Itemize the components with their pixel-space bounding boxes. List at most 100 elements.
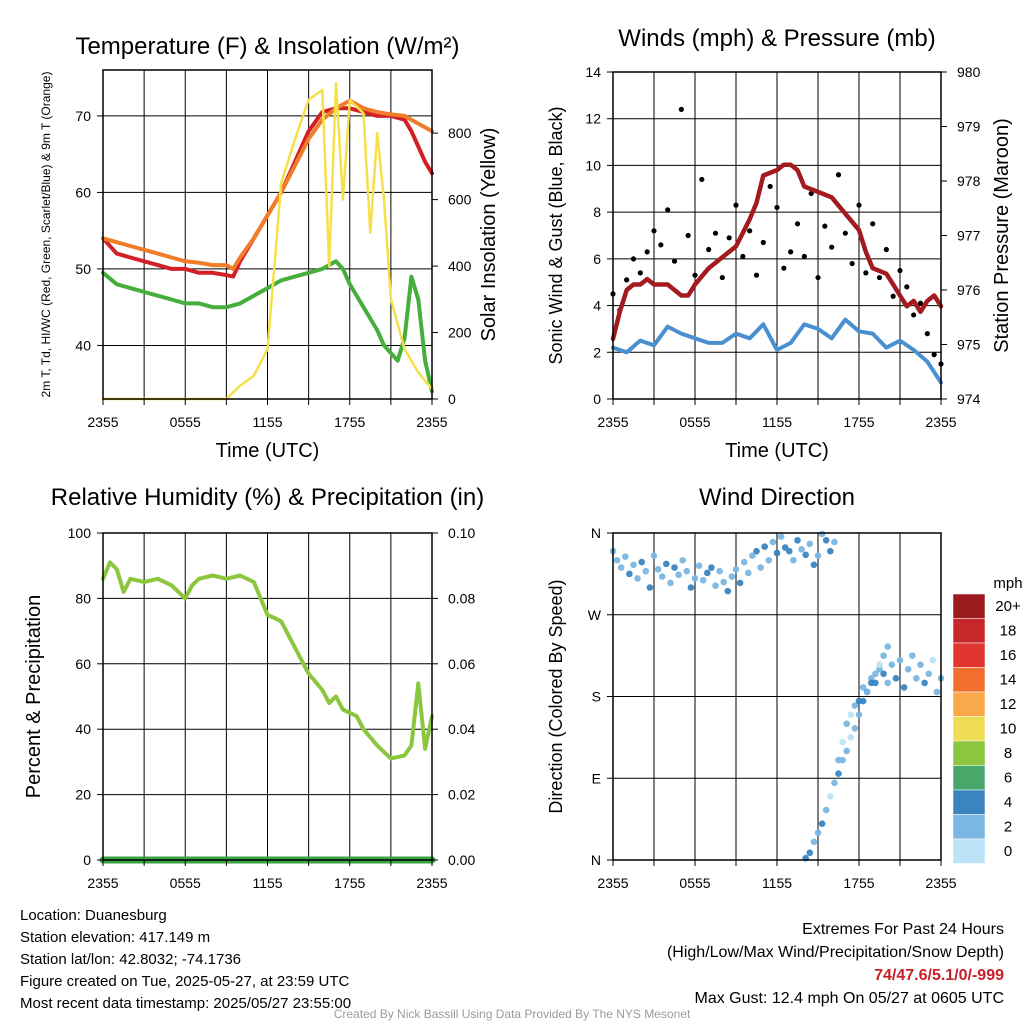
direction-point xyxy=(646,584,654,591)
rh-ticks xyxy=(97,532,438,866)
gust-point xyxy=(699,176,705,183)
gust-point xyxy=(849,260,855,267)
temp-ytick-label: 70 xyxy=(75,108,91,124)
created-text: Figure created on Tue, 2025-05-27, at 23… xyxy=(20,973,350,990)
temp-ytick-label: 50 xyxy=(75,261,91,277)
wind-xtick-label: 2355 xyxy=(597,414,628,430)
gust-point xyxy=(726,235,732,241)
rh-y2tick-label: 0.00 xyxy=(448,852,475,868)
wind-y2tick-label: 980 xyxy=(957,64,981,80)
legend-swatch xyxy=(952,618,986,644)
credit-text: Created By Nick Bassill Using Data Provi… xyxy=(333,1007,691,1021)
direction-point xyxy=(876,665,883,673)
wind-title: Winds (mph) & Pressure (mb) xyxy=(618,25,935,52)
wind-ytick-label: 10 xyxy=(585,157,601,173)
legend-swatch xyxy=(952,814,986,840)
temp-xlabel: Time (UTC) xyxy=(216,440,320,462)
direction-point xyxy=(613,556,621,564)
dir-title: Wind Direction xyxy=(699,484,855,511)
wind-ytick-label: 8 xyxy=(593,204,601,220)
dir-xtick-label: 1155 xyxy=(762,875,792,891)
direction-point xyxy=(679,556,686,564)
dir-ytick-label: N xyxy=(591,852,601,868)
gust-point xyxy=(692,272,698,278)
temp-ytick-label: 60 xyxy=(75,184,91,200)
temp-temp9m-line xyxy=(101,98,434,271)
direction-point xyxy=(925,670,932,678)
wind-y2tick-label: 978 xyxy=(957,173,981,189)
gust-point xyxy=(876,274,883,281)
rh-xtick-label: 2355 xyxy=(87,875,118,891)
gust-point xyxy=(822,223,828,229)
dir-ticks xyxy=(607,532,942,866)
direction-point xyxy=(888,661,896,669)
dir-ylabel: Direction (Colored By Speed) xyxy=(546,579,566,813)
wind-grid xyxy=(613,71,941,400)
wind-y2label: Station Pressure (Maroon) xyxy=(991,118,1013,353)
rh-y2tick-label: 0.08 xyxy=(448,590,475,606)
gust-point xyxy=(760,239,766,246)
wind-ytick-label: 6 xyxy=(593,251,601,267)
gust-point xyxy=(801,253,807,260)
direction-point xyxy=(855,711,863,718)
gust-point xyxy=(630,256,637,262)
dir-points xyxy=(609,530,945,862)
location-text: Location: Duanesburg xyxy=(20,907,167,924)
gust-point xyxy=(644,249,650,255)
direction-point xyxy=(822,536,830,544)
speed-legend: mph 20+ 18 16 14 12 10 8 6 4 2 0 xyxy=(952,575,1023,864)
direction-point xyxy=(884,679,891,687)
rh-xtick-label: 2355 xyxy=(416,875,447,891)
dir-xtick-label: 0555 xyxy=(679,875,710,891)
direction-point xyxy=(839,738,846,746)
temp-ytick-label: 40 xyxy=(75,337,91,353)
gust-point xyxy=(637,270,643,276)
gust-point xyxy=(842,230,848,236)
direction-point xyxy=(933,688,941,696)
elevation-text: Station elevation: 417.149 m xyxy=(20,929,211,946)
gust-point xyxy=(911,312,917,318)
direction-point xyxy=(863,688,871,696)
wind-xtick-label: 1755 xyxy=(843,414,874,430)
legend-label: 2 xyxy=(1004,819,1012,836)
direction-point xyxy=(617,564,625,571)
direction-point xyxy=(880,652,887,659)
extremes-subtitle: (High/Low/Max Wind/Precipitation/Snow De… xyxy=(666,944,1004,961)
wind-xtick-label: 2355 xyxy=(925,414,956,430)
direction-point xyxy=(822,806,830,814)
gust-point xyxy=(788,249,794,255)
dir-ytick-label: N xyxy=(591,525,601,541)
gust-point xyxy=(733,202,739,208)
direction-point xyxy=(835,770,842,778)
direction-point xyxy=(728,573,736,580)
temp-xtick-label: 0555 xyxy=(170,414,201,430)
rh-rh-line xyxy=(101,560,434,761)
direction-point xyxy=(757,564,764,571)
legend-label: 18 xyxy=(1000,623,1017,640)
direction-point xyxy=(704,569,711,577)
panel-temp: 40 50 60 70 0 200 400 600 800 2355 0555 1155 1755 235… xyxy=(39,33,500,462)
legend-label: 6 xyxy=(1004,770,1012,787)
dir-xtick-label: 1755 xyxy=(843,875,874,891)
direction-point xyxy=(868,675,875,682)
rh-ylabel: Percent & Precipitation xyxy=(23,595,45,798)
rh-ytick-label: 60 xyxy=(75,656,91,672)
direction-point xyxy=(814,829,822,837)
legend-swatch xyxy=(952,642,986,668)
direction-point xyxy=(773,549,781,557)
direction-point xyxy=(634,575,641,582)
gust-point xyxy=(897,267,903,274)
wind-xtick-label: 1155 xyxy=(762,414,792,430)
direction-point xyxy=(790,556,797,564)
gust-point xyxy=(678,106,684,112)
wind-y2tick-label: 975 xyxy=(957,337,981,353)
wind-ticks xyxy=(607,71,947,405)
direction-point xyxy=(724,587,732,595)
temp-y2tick-label: 400 xyxy=(448,258,472,274)
extremes-values: 74/47.6/5.1/0/-999 xyxy=(874,967,1004,984)
rh-xtick-label: 0555 xyxy=(170,875,201,891)
direction-point xyxy=(650,552,658,560)
direction-point xyxy=(638,558,645,566)
rh-title: Relative Humidity (%) & Precipitation (i… xyxy=(51,484,484,511)
direction-point xyxy=(708,564,715,571)
